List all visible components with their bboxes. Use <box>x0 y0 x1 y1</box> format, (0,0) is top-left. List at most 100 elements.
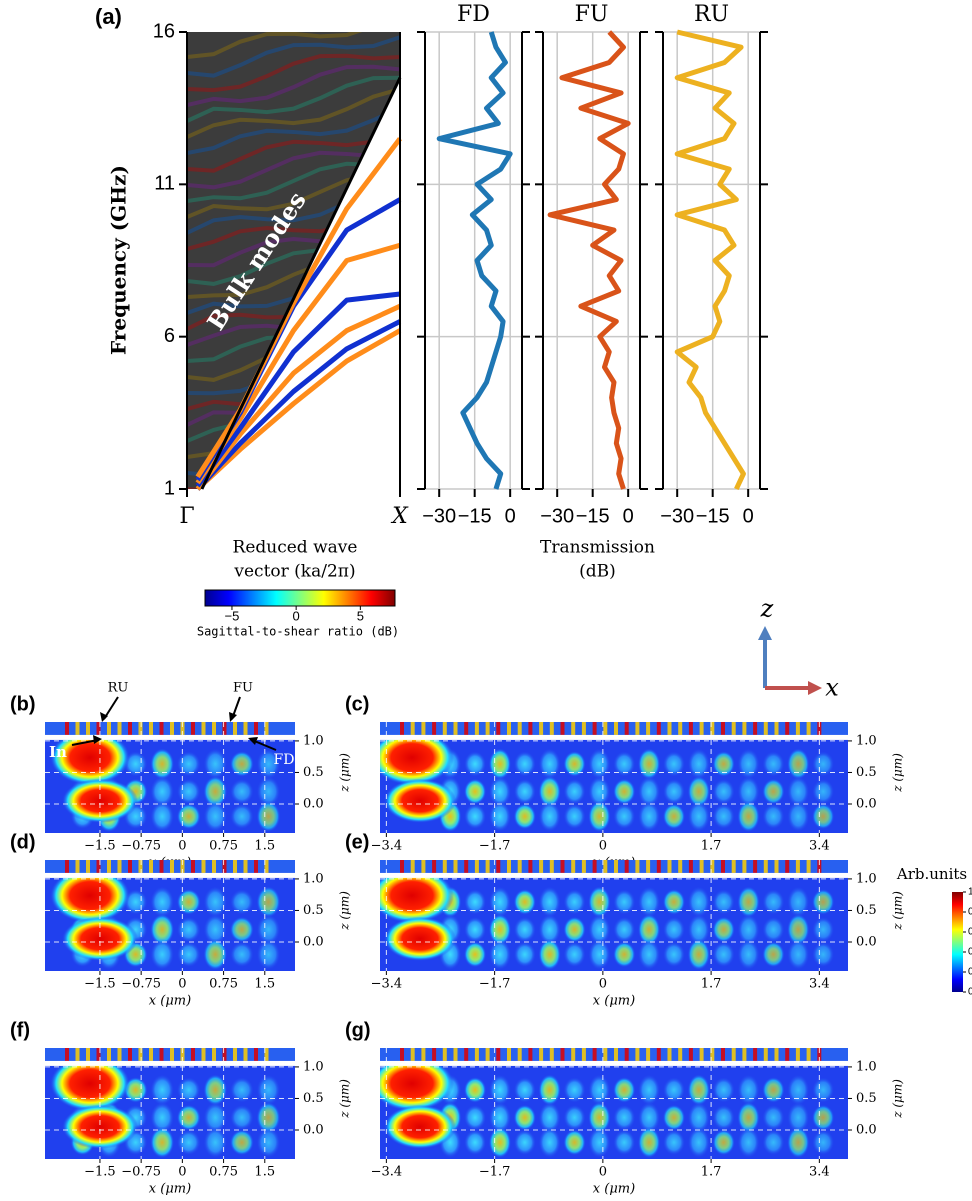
field-strip-pattern <box>785 860 790 873</box>
field-strip-pattern <box>581 722 586 735</box>
field-map <box>45 860 295 971</box>
field-strip-pattern <box>117 1048 122 1061</box>
field-strip-pattern <box>170 1048 174 1061</box>
field-blob <box>256 938 281 971</box>
field-blob <box>538 938 561 971</box>
field-blob <box>762 889 785 915</box>
arrow-head <box>93 735 102 744</box>
field-blob <box>613 751 636 777</box>
field-strip-pattern <box>646 1048 651 1061</box>
field-strip-pattern <box>539 860 544 873</box>
field-blob <box>787 938 810 971</box>
field-strip-pattern <box>107 722 111 735</box>
field-blob <box>762 1104 785 1131</box>
field-blob <box>662 889 686 915</box>
field-blob <box>538 1101 561 1134</box>
x-tick-label: −30 <box>660 505 694 527</box>
field-blob <box>712 941 735 968</box>
field-strip-pattern <box>432 1048 437 1061</box>
field-strip-pattern <box>243 860 248 873</box>
field-strip-pattern <box>421 722 426 735</box>
field-blob <box>50 867 130 924</box>
field-blob <box>637 775 661 808</box>
x-tick-label: 1.5 <box>254 839 275 854</box>
field-strip-pattern <box>774 860 779 873</box>
field-strip-pattern <box>817 860 822 873</box>
panel-label: (c) <box>345 693 369 715</box>
field-strip-pattern <box>474 1048 479 1061</box>
field-strip-pattern <box>180 1048 185 1061</box>
field-strip-pattern <box>688 1048 693 1061</box>
field-strip-pattern <box>614 1048 618 1061</box>
field-strip-pattern <box>507 722 511 735</box>
field-strip-pattern <box>75 1048 80 1061</box>
field-strip-pattern <box>517 1048 522 1061</box>
field-blob <box>588 886 611 918</box>
field-blob <box>380 1055 454 1112</box>
field-strip-pattern <box>688 722 693 735</box>
field-strip-pattern <box>806 1048 811 1061</box>
field-strip-pattern <box>464 722 469 735</box>
bulk-line <box>187 75 400 123</box>
field-strip-pattern <box>528 860 533 873</box>
field-strip-pattern <box>128 1048 132 1061</box>
y-tick-label: 0.5 <box>303 765 324 780</box>
panel-label: (e) <box>345 831 369 853</box>
field-strip-pattern <box>710 722 715 735</box>
field-strip-pattern <box>421 860 426 873</box>
field-blob <box>637 913 661 946</box>
field-strip-pattern <box>507 860 511 873</box>
field-blob <box>203 886 228 918</box>
field-blob <box>176 803 201 830</box>
field-blob <box>811 1104 835 1131</box>
field-strip-pattern <box>560 860 565 873</box>
field-strip-pattern <box>603 860 608 873</box>
bulk-line <box>187 105 400 155</box>
field-blob <box>203 913 228 946</box>
field-strip-pattern <box>254 722 258 735</box>
field-strip-pattern <box>75 860 80 873</box>
y-axis-label: z (μm) <box>891 1079 905 1119</box>
field-blob <box>662 1077 686 1103</box>
field-blob <box>662 941 686 968</box>
field-strip-pattern <box>571 860 576 873</box>
field-strip-pattern <box>635 1048 640 1061</box>
y-tick-label: 0.5 <box>856 1091 877 1106</box>
x-tick-label: −3.4 <box>371 977 403 992</box>
field-strip-pattern <box>180 722 185 735</box>
field-blob <box>563 1077 586 1103</box>
field-blob <box>176 941 201 968</box>
y-tick-label: 1.0 <box>856 1059 877 1074</box>
field-blob <box>513 941 536 968</box>
field-blob <box>513 803 536 830</box>
field-strip-pattern <box>212 1048 216 1061</box>
field-strip-pattern <box>96 1048 101 1061</box>
field-strip-pattern <box>817 1048 822 1061</box>
field-blob <box>588 1126 611 1159</box>
colorbar-tick-label: 0.2 <box>968 967 972 978</box>
annotation: FU <box>233 681 253 696</box>
field-blob <box>637 886 661 918</box>
field-blob <box>687 938 711 971</box>
field-blob <box>662 778 686 805</box>
y-tick-label: 0.5 <box>856 765 877 780</box>
field-gap <box>45 734 295 740</box>
field-strip-pattern <box>806 722 811 735</box>
field-blob <box>62 916 138 961</box>
field-blob <box>463 1077 487 1103</box>
field-blob <box>176 1129 201 1156</box>
field-blob <box>463 1129 487 1156</box>
field-strip-pattern <box>264 1048 269 1061</box>
annotation: RU <box>108 681 129 696</box>
x-tick-label: 1.5 <box>254 977 275 992</box>
light-line <box>200 77 402 490</box>
field-strip-pattern <box>243 1048 248 1061</box>
field-blob <box>62 1104 138 1149</box>
axis-indicator-label: x <box>825 674 839 702</box>
field-strip-pattern <box>753 1048 758 1061</box>
field-strip-pattern <box>400 722 404 735</box>
field-strip-pattern <box>117 722 122 735</box>
field-strip-pattern <box>624 1048 629 1061</box>
field-blob <box>538 1074 561 1106</box>
